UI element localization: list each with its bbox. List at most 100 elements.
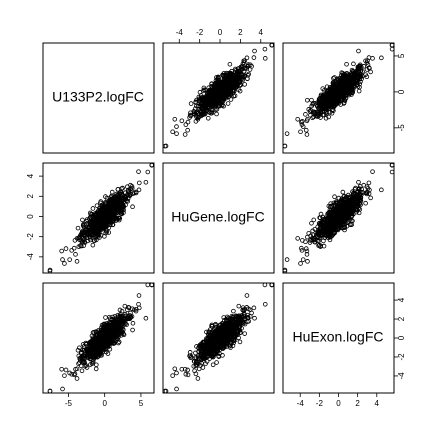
data-point xyxy=(81,222,86,227)
data-point xyxy=(119,193,125,198)
data-point xyxy=(201,85,207,91)
data-point xyxy=(334,93,339,99)
data-point xyxy=(326,93,332,99)
data-point xyxy=(128,182,133,188)
data-point xyxy=(101,207,107,213)
x-tick-label: 2 xyxy=(238,28,243,37)
data-point xyxy=(354,82,360,88)
data-point xyxy=(344,74,350,80)
data-point xyxy=(106,230,112,235)
data-point xyxy=(213,86,219,92)
y-tick-label: -5 xyxy=(397,124,406,132)
data-point xyxy=(245,76,250,81)
data-point xyxy=(356,48,361,54)
data-point xyxy=(104,229,110,235)
data-point xyxy=(92,238,97,243)
data-point xyxy=(305,116,310,122)
x-axis-u133p2-logfc: -5 0 5 xyxy=(65,392,144,408)
data-point xyxy=(75,225,81,231)
x-tick-label: -2 xyxy=(316,399,324,408)
data-point xyxy=(368,69,373,75)
data-point xyxy=(227,87,233,92)
data-point xyxy=(305,259,310,264)
data-point xyxy=(295,236,300,241)
data-point xyxy=(211,93,216,99)
data-point xyxy=(103,315,108,320)
data-point xyxy=(370,169,375,174)
data-point xyxy=(117,190,123,196)
data-point xyxy=(209,81,214,87)
data-point xyxy=(347,90,353,95)
data-point xyxy=(109,189,115,195)
data-point xyxy=(90,242,96,248)
data-point xyxy=(224,90,229,96)
data-point xyxy=(182,132,188,137)
data-point xyxy=(246,71,251,77)
data-point xyxy=(130,204,135,210)
data-point xyxy=(312,100,318,106)
data-point xyxy=(361,64,367,69)
data-point xyxy=(104,204,110,210)
data-point xyxy=(63,246,69,251)
data-point xyxy=(228,82,234,88)
data-point xyxy=(318,108,323,114)
data-point xyxy=(119,206,125,211)
data-point xyxy=(111,213,117,219)
data-point xyxy=(130,320,136,326)
data-point xyxy=(85,238,91,244)
data-point xyxy=(389,42,395,48)
data-point xyxy=(136,169,141,174)
panel-r2-c2 xyxy=(162,162,275,274)
data-point xyxy=(363,58,368,64)
data-point xyxy=(218,89,224,95)
data-point xyxy=(88,211,94,217)
data-point xyxy=(359,76,364,82)
data-point xyxy=(205,115,211,121)
data-point xyxy=(356,88,362,94)
data-point xyxy=(59,248,64,254)
data-point xyxy=(363,200,368,206)
data-point xyxy=(218,80,223,85)
data-point xyxy=(336,100,342,106)
data-point xyxy=(329,108,335,113)
data-point xyxy=(231,76,236,82)
data-point xyxy=(298,261,303,266)
data-point xyxy=(218,99,224,104)
data-point xyxy=(78,363,84,369)
data-point xyxy=(284,131,290,136)
data-point xyxy=(74,259,80,264)
data-point xyxy=(196,106,201,112)
data-point xyxy=(295,116,300,122)
data-point xyxy=(299,119,304,125)
scatter-u133p2-logfc-vs-hugene-logfc xyxy=(47,162,155,274)
data-point xyxy=(195,116,201,122)
data-point xyxy=(379,55,384,61)
data-point xyxy=(74,376,80,381)
x-tick-label: -5 xyxy=(65,399,73,408)
scatter-hugene-logfc-vs-huexon-logfc xyxy=(162,282,275,394)
data-point xyxy=(389,46,395,52)
data-point xyxy=(198,97,203,103)
y-tick-label: 0 xyxy=(397,335,406,340)
data-point xyxy=(305,97,310,103)
y-tick-label: -4 xyxy=(397,372,406,380)
data-point xyxy=(312,111,318,116)
data-point xyxy=(262,301,268,307)
data-point xyxy=(348,71,354,77)
data-point xyxy=(363,72,368,77)
y-tick-label: -2 xyxy=(26,233,35,241)
data-point xyxy=(71,245,77,251)
data-point xyxy=(228,89,234,95)
data-point xyxy=(131,190,137,196)
data-point xyxy=(349,80,355,86)
data-point xyxy=(115,200,121,206)
data-point xyxy=(47,267,53,273)
data-point xyxy=(201,87,207,93)
data-point xyxy=(242,66,248,71)
y-tick-label: 0 xyxy=(26,214,35,219)
data-point xyxy=(215,79,221,84)
data-point xyxy=(136,293,142,298)
data-point xyxy=(105,217,111,223)
data-point xyxy=(115,187,121,192)
